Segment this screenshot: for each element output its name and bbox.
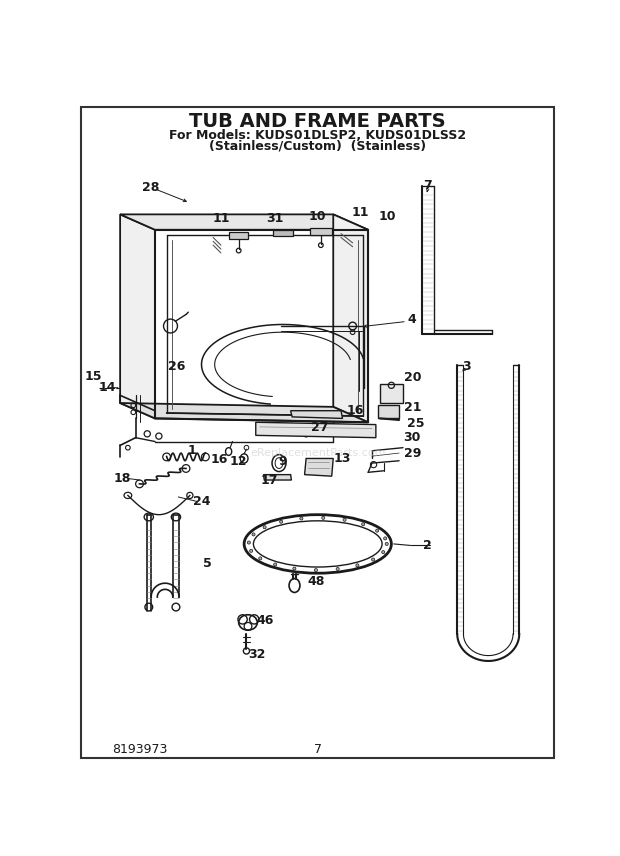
Text: 17: 17 — [261, 473, 278, 486]
Text: 4: 4 — [408, 313, 417, 326]
Ellipse shape — [385, 543, 388, 545]
Ellipse shape — [371, 558, 374, 561]
Text: 21: 21 — [404, 401, 421, 414]
Text: 7: 7 — [423, 180, 432, 193]
Ellipse shape — [259, 557, 262, 560]
Ellipse shape — [263, 526, 266, 529]
Ellipse shape — [300, 517, 303, 520]
Text: 10: 10 — [309, 211, 327, 223]
Polygon shape — [255, 422, 376, 437]
Ellipse shape — [293, 567, 296, 570]
Text: 7: 7 — [314, 743, 322, 756]
Polygon shape — [120, 403, 368, 422]
Ellipse shape — [250, 550, 253, 552]
Ellipse shape — [361, 523, 365, 526]
Text: 3: 3 — [463, 360, 471, 372]
Text: 26: 26 — [168, 360, 185, 372]
Ellipse shape — [252, 532, 255, 536]
Text: 12: 12 — [229, 455, 247, 468]
Polygon shape — [229, 232, 248, 239]
Ellipse shape — [280, 520, 283, 523]
Text: 32: 32 — [249, 647, 266, 661]
Ellipse shape — [247, 541, 250, 544]
Polygon shape — [334, 214, 368, 422]
Ellipse shape — [336, 568, 339, 571]
Ellipse shape — [273, 563, 277, 566]
Text: 16: 16 — [211, 453, 228, 466]
Text: 20: 20 — [404, 372, 421, 384]
Text: 14: 14 — [98, 381, 116, 394]
Text: 31: 31 — [267, 211, 284, 225]
Polygon shape — [378, 405, 399, 419]
Text: 1: 1 — [188, 444, 197, 457]
Text: 11: 11 — [212, 211, 229, 225]
Polygon shape — [310, 229, 332, 235]
Text: TUB AND FRAME PARTS: TUB AND FRAME PARTS — [190, 112, 446, 132]
Text: For Models: KUDS01DLSP2, KUDS01DLSS2: For Models: KUDS01DLSP2, KUDS01DLSS2 — [169, 129, 466, 142]
Text: 24: 24 — [193, 495, 210, 508]
Text: 11: 11 — [352, 206, 369, 219]
Ellipse shape — [376, 529, 379, 532]
Text: eReplacementParts.com: eReplacementParts.com — [250, 448, 386, 458]
Text: 5: 5 — [203, 556, 212, 570]
Text: 10: 10 — [379, 211, 396, 223]
Ellipse shape — [343, 518, 346, 521]
Polygon shape — [379, 383, 403, 403]
Text: 8193973: 8193973 — [112, 743, 168, 756]
Text: 30: 30 — [404, 431, 421, 444]
Ellipse shape — [314, 568, 317, 572]
Polygon shape — [120, 214, 368, 229]
Text: (Stainless/Custom)  (Stainless): (Stainless/Custom) (Stainless) — [209, 140, 427, 152]
Text: 48: 48 — [308, 575, 325, 588]
Text: 27: 27 — [311, 421, 328, 434]
Text: 15: 15 — [84, 370, 102, 383]
Polygon shape — [273, 229, 293, 236]
Text: 9: 9 — [278, 455, 287, 468]
Text: 18: 18 — [113, 472, 131, 485]
Text: 46: 46 — [256, 614, 274, 627]
Ellipse shape — [356, 564, 359, 567]
Text: 2: 2 — [423, 539, 432, 552]
Ellipse shape — [384, 537, 387, 540]
Polygon shape — [291, 411, 342, 419]
Text: 28: 28 — [143, 181, 160, 194]
Text: 16: 16 — [346, 404, 364, 417]
Text: 13: 13 — [334, 452, 352, 465]
Polygon shape — [304, 459, 334, 476]
Ellipse shape — [382, 550, 385, 554]
Ellipse shape — [322, 516, 325, 520]
Text: 25: 25 — [407, 417, 424, 430]
Text: 29: 29 — [404, 447, 421, 460]
Polygon shape — [120, 214, 155, 419]
Polygon shape — [264, 474, 291, 480]
